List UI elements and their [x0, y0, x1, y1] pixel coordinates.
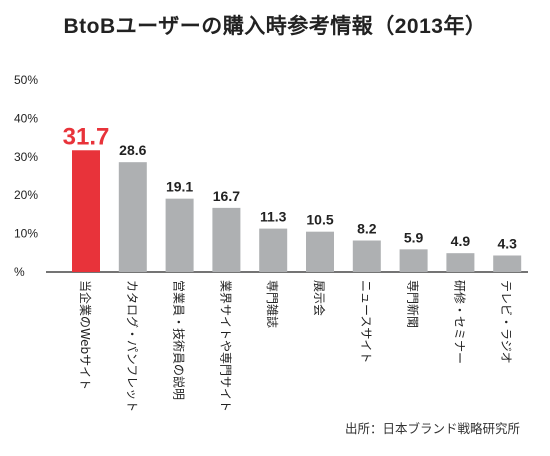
- bar: [306, 231, 334, 272]
- data-label: 16.7: [213, 188, 240, 204]
- category-label: 業界サイトや専門サイト: [218, 280, 232, 412]
- y-tick-label: 20%: [14, 188, 38, 202]
- data-label: 8.2: [357, 221, 377, 237]
- category-label: テレビ・ラジオ: [499, 280, 513, 364]
- category-label: 当企業のWebサイト: [78, 280, 93, 390]
- category-label: ニュースサイト: [359, 280, 373, 363]
- category-label: 研修・セミナー: [452, 280, 467, 364]
- bar: [118, 162, 147, 272]
- category-label: 展示会: [312, 280, 326, 316]
- data-label: 10.5: [306, 212, 333, 228]
- bar: [493, 255, 522, 272]
- bar: [399, 249, 428, 272]
- bar: [259, 228, 288, 272]
- bar: [212, 207, 241, 272]
- data-label: 4.9: [451, 233, 471, 249]
- data-label: 11.3: [260, 209, 287, 225]
- data-label: 28.6: [119, 142, 146, 158]
- bar-highlight: [72, 150, 100, 272]
- category-label: 営業員・技術員の説明: [172, 280, 187, 400]
- chart-title: BtoBユーザーの購入時参考情報（2013年）: [63, 15, 487, 38]
- y-tick-label: %: [14, 265, 25, 279]
- bar: [165, 198, 194, 272]
- y-tick-label: 10%: [14, 227, 38, 241]
- bar: [446, 253, 475, 272]
- y-tick-label: 30%: [14, 150, 38, 164]
- source-note: 出所：日本ブランド戦略研究所: [344, 422, 520, 436]
- bar: [352, 240, 381, 272]
- category-label: 専門新聞: [406, 280, 421, 328]
- data-label: 4.3: [497, 235, 517, 251]
- data-label: 19.1: [166, 179, 193, 195]
- data-label: 5.9: [404, 229, 424, 245]
- y-tick-label: 50%: [14, 73, 38, 87]
- data-label: 31.7: [63, 123, 110, 150]
- y-tick-label: 40%: [14, 111, 38, 125]
- category-label: 専門雑誌: [265, 280, 280, 328]
- category-label: カタログ・パンフレット: [125, 280, 139, 412]
